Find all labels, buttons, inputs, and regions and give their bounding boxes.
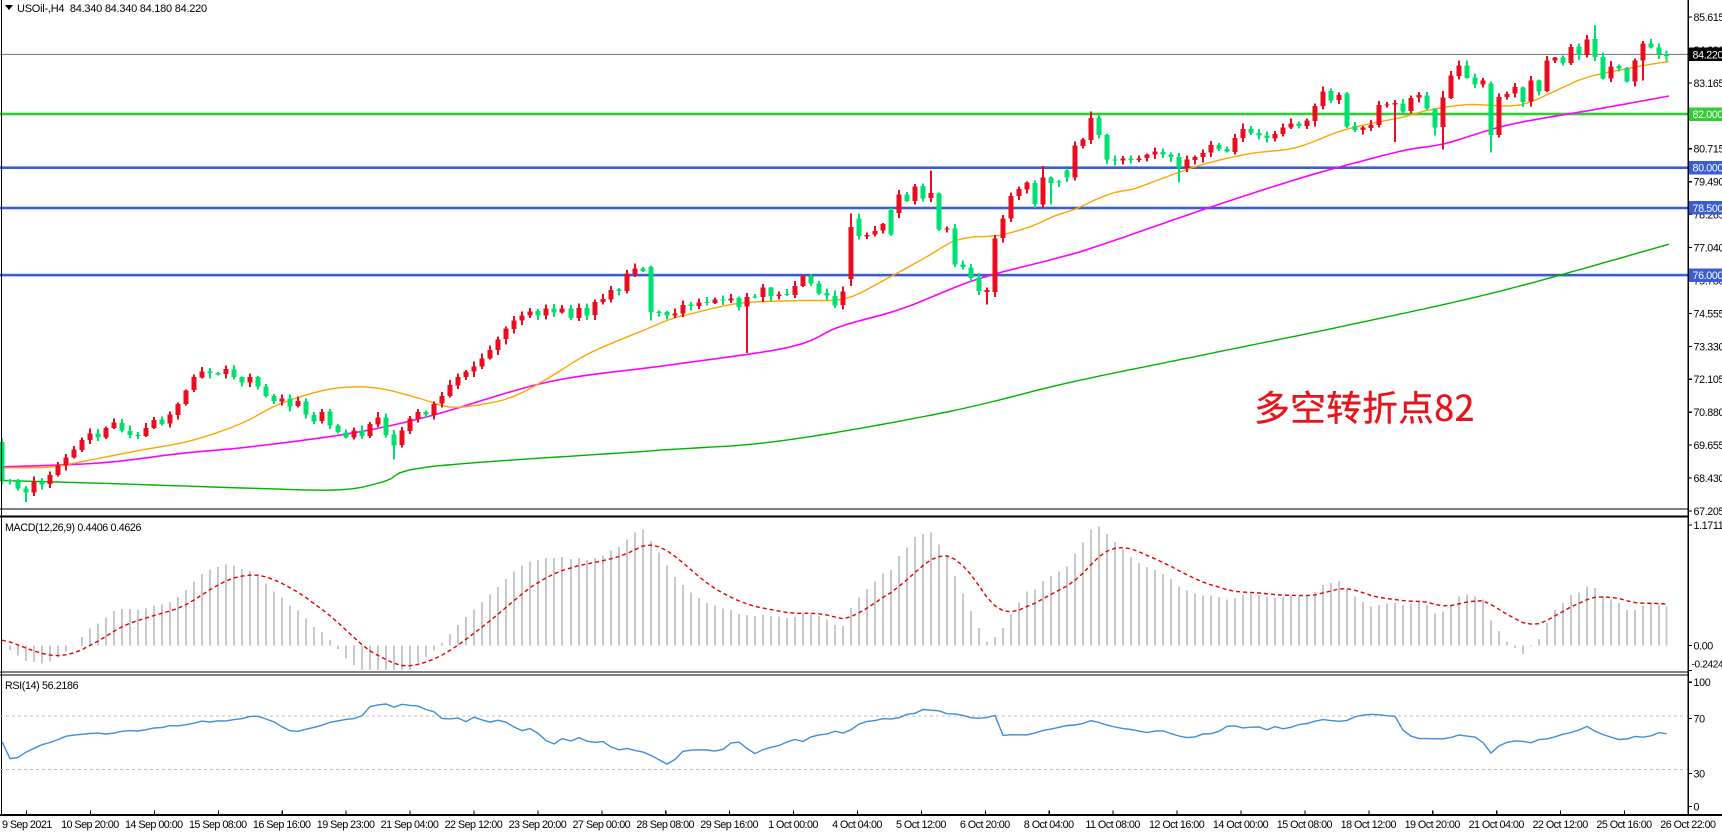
svg-text:82.000: 82.000 [1693,109,1722,121]
svg-text:77.040: 77.040 [1694,243,1722,255]
svg-text:72.105: 72.105 [1694,374,1722,386]
svg-text:8 Oct 04:00: 8 Oct 04:00 [1024,819,1074,831]
svg-text:10 Sep 20:00: 10 Sep 20:00 [61,819,119,831]
svg-text:68.430: 68.430 [1694,473,1722,485]
svg-text:22 Oct 12:00: 22 Oct 12:00 [1532,819,1588,831]
svg-text:15 Sep 08:00: 15 Sep 08:00 [189,819,247,831]
svg-text:9 Sep 2021: 9 Sep 2021 [2,819,52,831]
svg-text:74.555: 74.555 [1694,308,1722,320]
svg-text:14 Oct 00:00: 14 Oct 00:00 [1213,819,1269,831]
svg-text:6 Oct 20:00: 6 Oct 20:00 [960,819,1010,831]
svg-text:21 Oct 04:00: 21 Oct 04:00 [1469,819,1525,831]
svg-text:22 Sep 12:00: 22 Sep 12:00 [445,819,503,831]
svg-text:28 Sep 08:00: 28 Sep 08:00 [636,819,694,831]
svg-text:1 Oct 00:00: 1 Oct 00:00 [768,819,818,831]
svg-text:76.000: 76.000 [1693,270,1722,282]
svg-text:15 Oct 08:00: 15 Oct 08:00 [1277,819,1333,831]
svg-text:100: 100 [1694,677,1711,689]
svg-text:84.220: 84.220 [1693,49,1722,61]
svg-text:4 Oct 04:00: 4 Oct 04:00 [832,819,882,831]
svg-text:29 Sep 16:00: 29 Sep 16:00 [700,819,758,831]
svg-text:19 Oct 20:00: 19 Oct 20:00 [1405,819,1461,831]
svg-text:80.715: 80.715 [1694,144,1722,156]
svg-text:69.655: 69.655 [1694,440,1722,452]
svg-text:83.165: 83.165 [1694,78,1722,90]
svg-text:1.1711: 1.1711 [1694,520,1722,532]
svg-text:26 Oct 22:00: 26 Oct 22:00 [1660,819,1716,831]
svg-text:73.330: 73.330 [1694,341,1722,353]
svg-text:19 Sep 23:00: 19 Sep 23:00 [317,819,375,831]
svg-text:14 Sep 00:00: 14 Sep 00:00 [125,819,183,831]
svg-text:78.500: 78.500 [1693,203,1722,215]
svg-text:27 Sep 00:00: 27 Sep 00:00 [572,819,630,831]
svg-text:5 Oct 12:00: 5 Oct 12:00 [896,819,946,831]
svg-text:80.000: 80.000 [1693,163,1722,175]
svg-text:70: 70 [1694,713,1706,725]
svg-text:12 Oct 16:00: 12 Oct 16:00 [1149,819,1205,831]
svg-text:30: 30 [1694,769,1706,781]
svg-text:11 Oct 08:00: 11 Oct 08:00 [1085,819,1140,831]
svg-text:23 Sep 20:00: 23 Sep 20:00 [509,819,567,831]
svg-text:RSI(14) 56.2186: RSI(14) 56.2186 [5,680,79,692]
svg-text:85.615: 85.615 [1694,12,1722,24]
svg-text:79.490: 79.490 [1694,177,1722,189]
svg-text:0: 0 [1694,801,1700,813]
svg-text:25 Oct 16:00: 25 Oct 16:00 [1596,819,1652,831]
svg-text:70.880: 70.880 [1694,407,1722,419]
svg-text:-0.2424: -0.2424 [1692,659,1722,670]
svg-text:67.205: 67.205 [1694,506,1722,518]
svg-text:0.00: 0.00 [1694,640,1714,652]
svg-text:16 Sep 16:00: 16 Sep 16:00 [253,819,311,831]
svg-text:18 Oct 12:00: 18 Oct 12:00 [1341,819,1397,831]
svg-text:USOil-,H4 84.340 84.340 84.18: USOil-,H4 84.340 84.340 84.180 84.220 [17,3,207,15]
svg-text:MACD(12,26,9) 0.4406 0.4626: MACD(12,26,9) 0.4406 0.4626 [5,522,142,534]
svg-text:21 Sep 04:00: 21 Sep 04:00 [381,819,439,831]
